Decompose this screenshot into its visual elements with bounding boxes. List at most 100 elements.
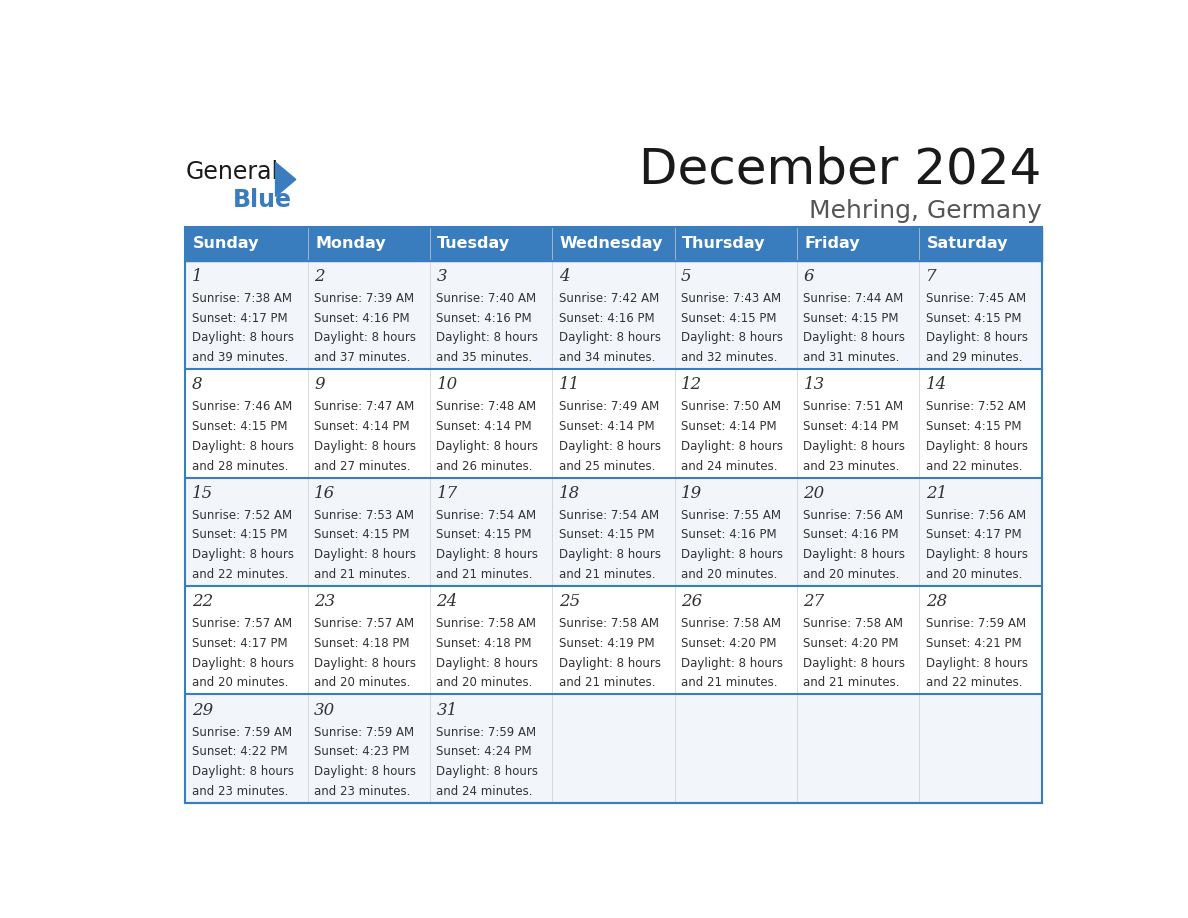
Bar bbox=[430, 227, 552, 261]
Bar bbox=[308, 227, 430, 261]
Bar bbox=[920, 227, 1042, 261]
Text: 31: 31 bbox=[436, 701, 457, 719]
Text: Sunset: 4:14 PM: Sunset: 4:14 PM bbox=[314, 420, 410, 433]
Text: Sunset: 4:21 PM: Sunset: 4:21 PM bbox=[925, 637, 1022, 650]
Text: Wednesday: Wednesday bbox=[560, 236, 663, 252]
Text: Sunrise: 7:48 AM: Sunrise: 7:48 AM bbox=[436, 400, 537, 413]
Text: 22: 22 bbox=[191, 593, 213, 610]
Text: Sunset: 4:16 PM: Sunset: 4:16 PM bbox=[436, 311, 532, 325]
Text: Sunrise: 7:39 AM: Sunrise: 7:39 AM bbox=[314, 292, 415, 305]
Text: Sunset: 4:17 PM: Sunset: 4:17 PM bbox=[191, 637, 287, 650]
Text: Sunset: 4:17 PM: Sunset: 4:17 PM bbox=[925, 529, 1022, 542]
Text: Sunday: Sunday bbox=[192, 236, 259, 252]
Text: Sunset: 4:23 PM: Sunset: 4:23 PM bbox=[314, 745, 410, 758]
Text: 25: 25 bbox=[558, 593, 580, 610]
Text: and 34 minutes.: and 34 minutes. bbox=[558, 352, 655, 364]
Text: 13: 13 bbox=[803, 376, 824, 393]
Text: and 28 minutes.: and 28 minutes. bbox=[191, 460, 289, 473]
Text: Daylight: 8 hours: Daylight: 8 hours bbox=[191, 656, 293, 670]
Text: Sunrise: 7:59 AM: Sunrise: 7:59 AM bbox=[436, 725, 537, 739]
Text: Friday: Friday bbox=[804, 236, 860, 252]
Text: Sunrise: 7:45 AM: Sunrise: 7:45 AM bbox=[925, 292, 1025, 305]
Text: Sunset: 4:15 PM: Sunset: 4:15 PM bbox=[681, 311, 777, 325]
Text: 8: 8 bbox=[191, 376, 202, 393]
Text: Daylight: 8 hours: Daylight: 8 hours bbox=[558, 656, 661, 670]
Text: 16: 16 bbox=[314, 485, 335, 501]
Text: Sunrise: 7:53 AM: Sunrise: 7:53 AM bbox=[314, 509, 415, 521]
Text: and 22 minutes.: and 22 minutes. bbox=[925, 677, 1022, 689]
Text: Sunset: 4:19 PM: Sunset: 4:19 PM bbox=[558, 637, 655, 650]
Text: Sunrise: 7:46 AM: Sunrise: 7:46 AM bbox=[191, 400, 292, 413]
Polygon shape bbox=[276, 162, 296, 196]
Text: Sunrise: 7:59 AM: Sunrise: 7:59 AM bbox=[314, 725, 415, 739]
Text: 30: 30 bbox=[314, 701, 335, 719]
Text: Sunrise: 7:52 AM: Sunrise: 7:52 AM bbox=[191, 509, 292, 521]
Text: Sunrise: 7:54 AM: Sunrise: 7:54 AM bbox=[558, 509, 659, 521]
Text: Sunrise: 7:43 AM: Sunrise: 7:43 AM bbox=[681, 292, 782, 305]
Text: Daylight: 8 hours: Daylight: 8 hours bbox=[681, 656, 783, 670]
Text: Daylight: 8 hours: Daylight: 8 hours bbox=[191, 548, 293, 561]
Text: and 39 minutes.: and 39 minutes. bbox=[191, 352, 289, 364]
Text: 23: 23 bbox=[314, 593, 335, 610]
Text: 2: 2 bbox=[314, 268, 324, 285]
Text: Sunrise: 7:59 AM: Sunrise: 7:59 AM bbox=[925, 617, 1025, 630]
Text: Sunrise: 7:44 AM: Sunrise: 7:44 AM bbox=[803, 292, 904, 305]
Text: Daylight: 8 hours: Daylight: 8 hours bbox=[436, 331, 538, 344]
Text: 12: 12 bbox=[681, 376, 702, 393]
Text: Sunrise: 7:42 AM: Sunrise: 7:42 AM bbox=[558, 292, 659, 305]
Text: Daylight: 8 hours: Daylight: 8 hours bbox=[925, 656, 1028, 670]
Text: Daylight: 8 hours: Daylight: 8 hours bbox=[314, 656, 416, 670]
Text: Sunset: 4:16 PM: Sunset: 4:16 PM bbox=[803, 529, 899, 542]
Text: 7: 7 bbox=[925, 268, 936, 285]
Text: Sunset: 4:20 PM: Sunset: 4:20 PM bbox=[803, 637, 899, 650]
Text: 19: 19 bbox=[681, 485, 702, 501]
Text: Daylight: 8 hours: Daylight: 8 hours bbox=[191, 440, 293, 453]
Text: Sunset: 4:18 PM: Sunset: 4:18 PM bbox=[314, 637, 410, 650]
Text: Daylight: 8 hours: Daylight: 8 hours bbox=[436, 656, 538, 670]
Text: Sunrise: 7:57 AM: Sunrise: 7:57 AM bbox=[191, 617, 292, 630]
Text: Sunset: 4:20 PM: Sunset: 4:20 PM bbox=[681, 637, 777, 650]
Text: 28: 28 bbox=[925, 593, 947, 610]
Bar bbox=[675, 227, 797, 261]
Text: Sunset: 4:15 PM: Sunset: 4:15 PM bbox=[803, 311, 899, 325]
Text: and 20 minutes.: and 20 minutes. bbox=[191, 677, 289, 689]
Text: Sunset: 4:22 PM: Sunset: 4:22 PM bbox=[191, 745, 287, 758]
Text: Daylight: 8 hours: Daylight: 8 hours bbox=[436, 440, 538, 453]
Text: Daylight: 8 hours: Daylight: 8 hours bbox=[314, 765, 416, 778]
Text: Sunset: 4:15 PM: Sunset: 4:15 PM bbox=[558, 529, 655, 542]
Text: Sunset: 4:14 PM: Sunset: 4:14 PM bbox=[436, 420, 532, 433]
Text: Sunrise: 7:56 AM: Sunrise: 7:56 AM bbox=[803, 509, 904, 521]
Text: and 22 minutes.: and 22 minutes. bbox=[925, 460, 1022, 473]
Text: Sunset: 4:24 PM: Sunset: 4:24 PM bbox=[436, 745, 532, 758]
Text: Sunset: 4:15 PM: Sunset: 4:15 PM bbox=[436, 529, 532, 542]
Text: and 26 minutes.: and 26 minutes. bbox=[436, 460, 533, 473]
Text: and 21 minutes.: and 21 minutes. bbox=[803, 677, 899, 689]
Text: and 21 minutes.: and 21 minutes. bbox=[558, 568, 656, 581]
Text: and 20 minutes.: and 20 minutes. bbox=[925, 568, 1022, 581]
Text: and 22 minutes.: and 22 minutes. bbox=[191, 568, 289, 581]
Text: Daylight: 8 hours: Daylight: 8 hours bbox=[925, 331, 1028, 344]
Text: and 23 minutes.: and 23 minutes. bbox=[314, 785, 411, 798]
Text: Daylight: 8 hours: Daylight: 8 hours bbox=[314, 440, 416, 453]
Text: Daylight: 8 hours: Daylight: 8 hours bbox=[803, 548, 905, 561]
Text: Daylight: 8 hours: Daylight: 8 hours bbox=[191, 331, 293, 344]
Text: Sunset: 4:16 PM: Sunset: 4:16 PM bbox=[681, 529, 777, 542]
Text: Daylight: 8 hours: Daylight: 8 hours bbox=[436, 765, 538, 778]
Text: Sunrise: 7:54 AM: Sunrise: 7:54 AM bbox=[436, 509, 537, 521]
Text: and 20 minutes.: and 20 minutes. bbox=[436, 677, 532, 689]
Text: Sunrise: 7:50 AM: Sunrise: 7:50 AM bbox=[681, 400, 781, 413]
Text: 4: 4 bbox=[558, 268, 569, 285]
Text: Daylight: 8 hours: Daylight: 8 hours bbox=[191, 765, 293, 778]
Text: Daylight: 8 hours: Daylight: 8 hours bbox=[681, 331, 783, 344]
Text: 3: 3 bbox=[436, 268, 447, 285]
Bar bbox=[797, 227, 920, 261]
Text: 5: 5 bbox=[681, 268, 691, 285]
Bar bbox=[185, 227, 308, 261]
Text: 15: 15 bbox=[191, 485, 213, 501]
Text: Daylight: 8 hours: Daylight: 8 hours bbox=[681, 440, 783, 453]
Text: and 20 minutes.: and 20 minutes. bbox=[803, 568, 899, 581]
Text: 26: 26 bbox=[681, 593, 702, 610]
Text: 1: 1 bbox=[191, 268, 202, 285]
Text: Daylight: 8 hours: Daylight: 8 hours bbox=[681, 548, 783, 561]
Text: Daylight: 8 hours: Daylight: 8 hours bbox=[558, 331, 661, 344]
